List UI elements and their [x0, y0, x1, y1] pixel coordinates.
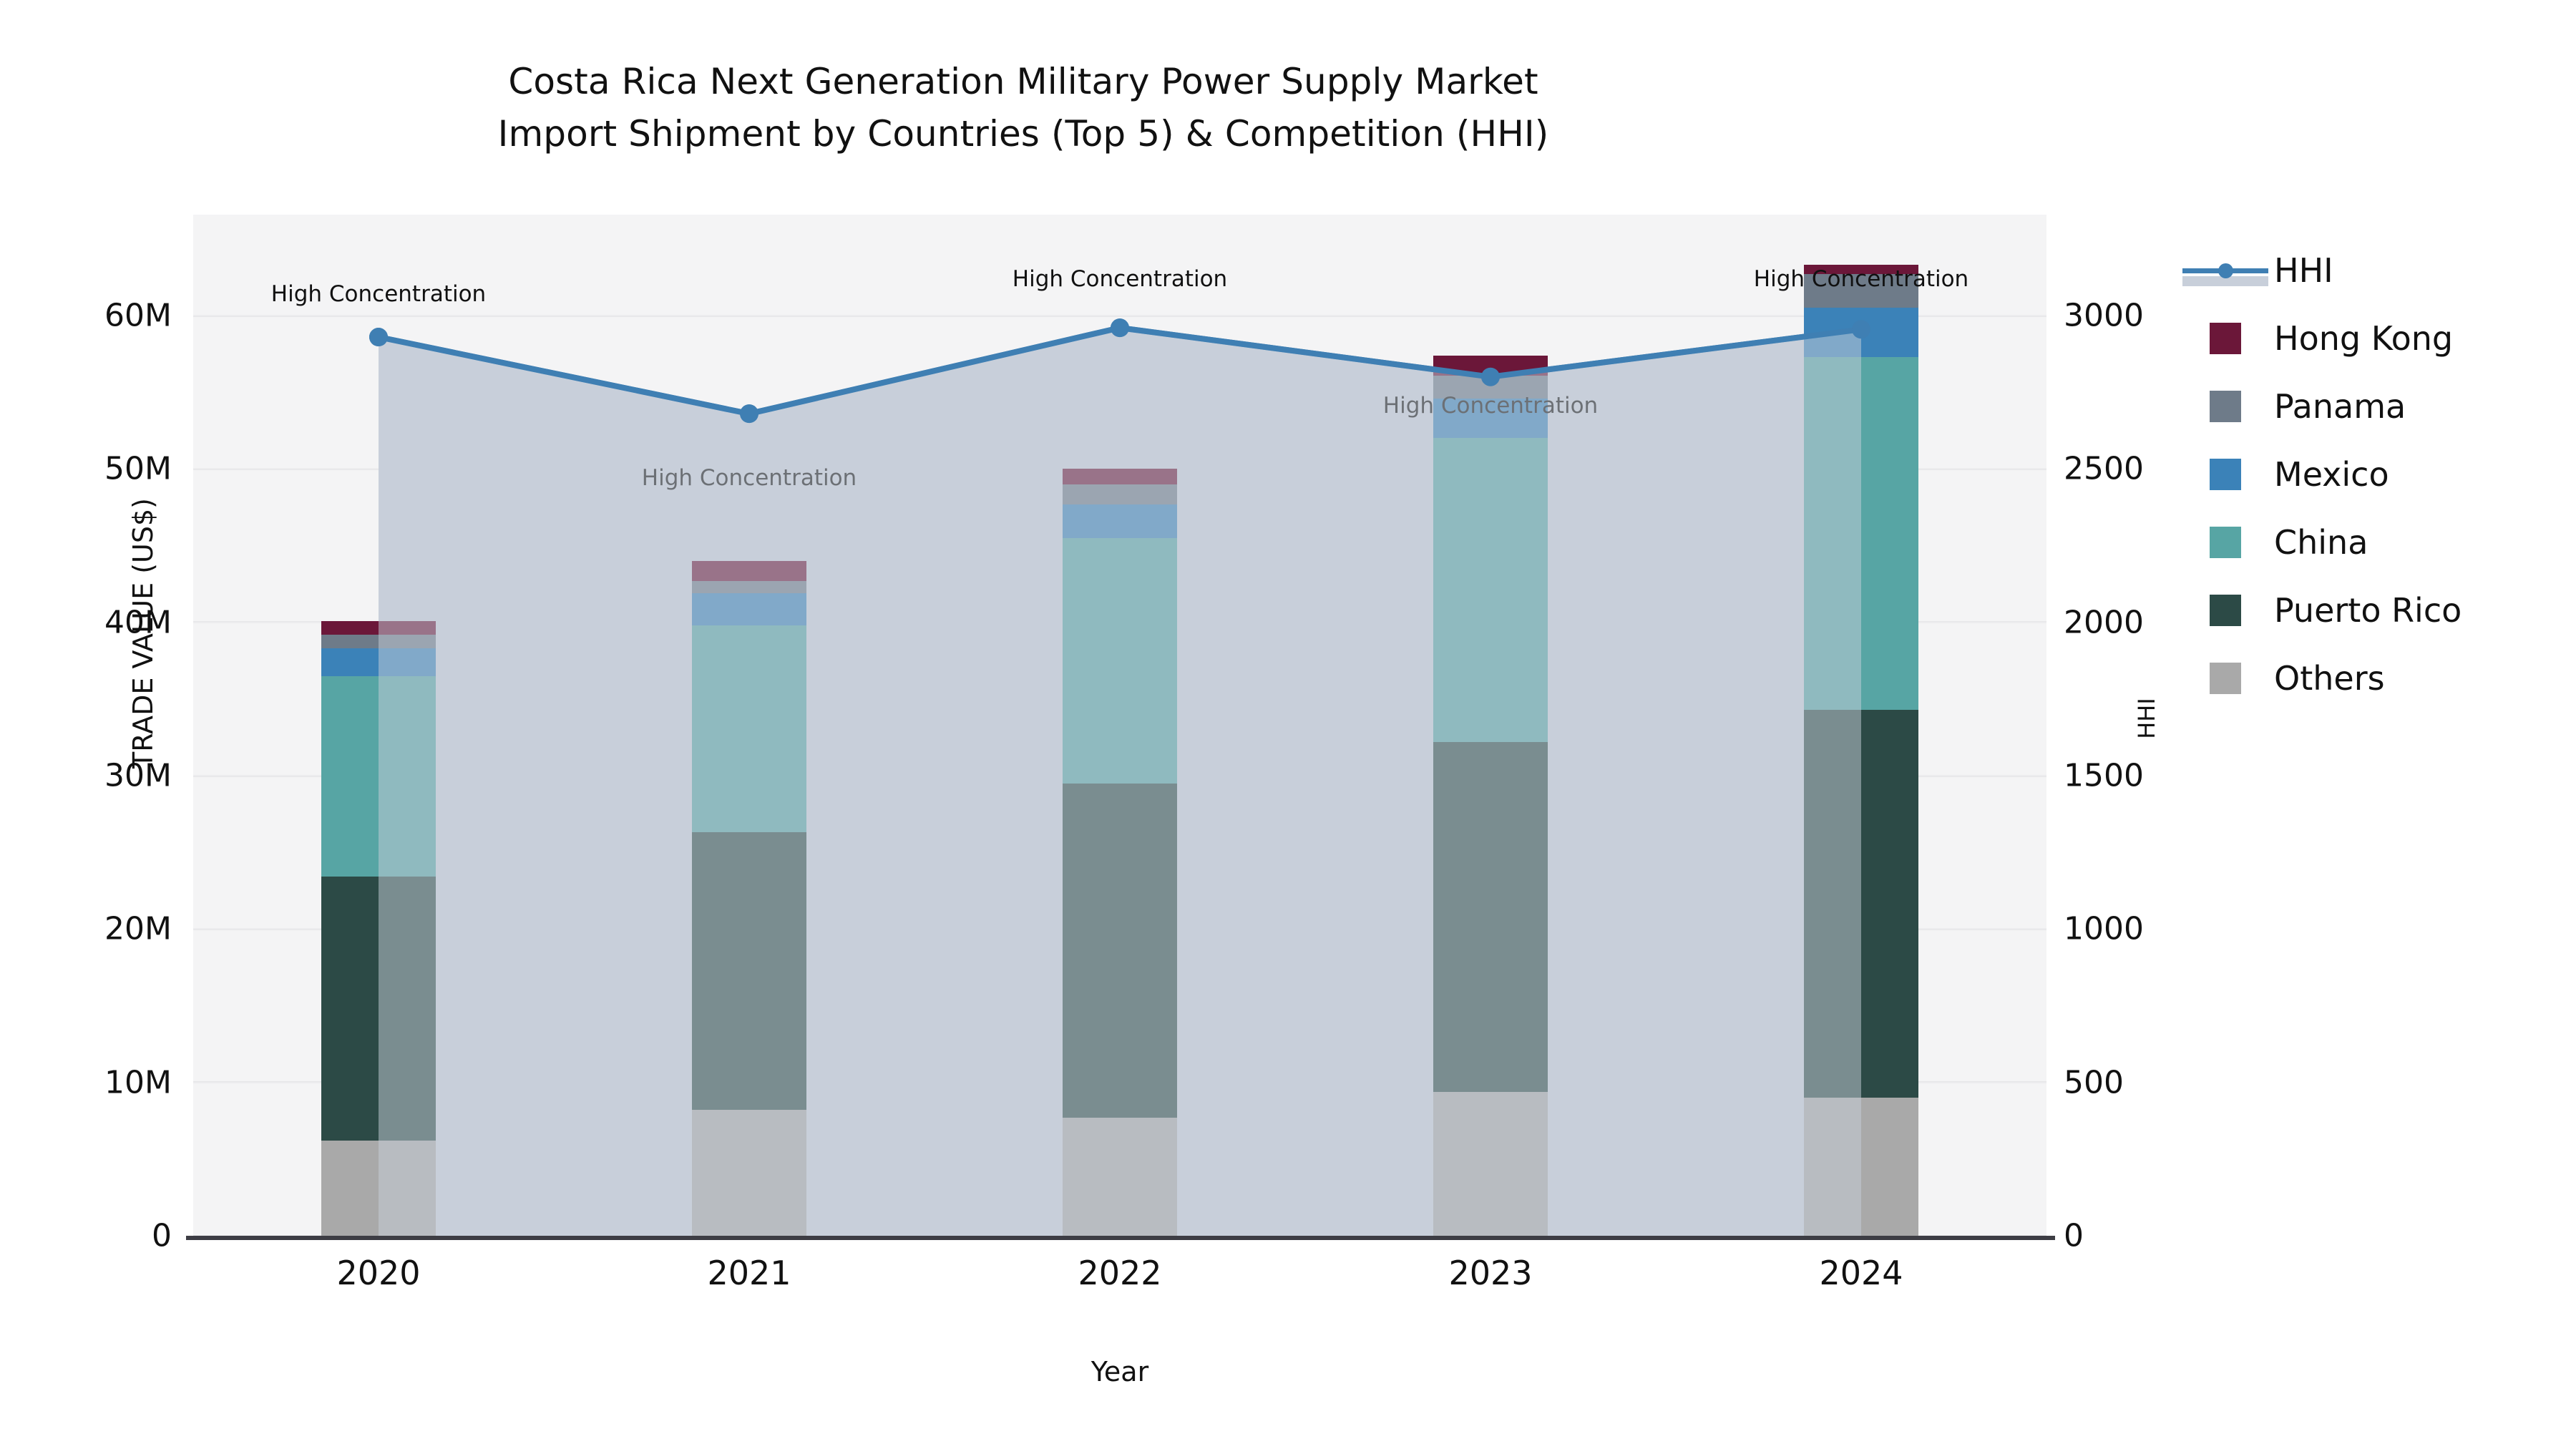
legend-swatch	[2210, 526, 2241, 558]
bar-segment[interactable]	[321, 675, 436, 877]
bar-segment[interactable]	[321, 1141, 436, 1236]
y-axis-right-label: HHI	[2133, 698, 2160, 739]
y-axis-left-tick: 40M	[104, 604, 172, 641]
y-axis-right-tick: 1000	[2064, 910, 2144, 947]
high-concentration-annotation: High Concentration	[270, 281, 487, 307]
x-axis-tick: 2022	[1078, 1254, 1162, 1292]
bar-stack[interactable]	[1433, 215, 1548, 1236]
bar-segment[interactable]	[321, 648, 436, 676]
bar-segment[interactable]	[1063, 484, 1177, 504]
legend-line-key	[2182, 255, 2268, 286]
legend-label: Puerto Rico	[2274, 590, 2462, 630]
plot-area: High Concentration High Concentration High…	[193, 215, 2046, 1237]
bar-segment[interactable]	[1804, 265, 1918, 275]
legend-swatch	[2210, 458, 2241, 490]
x-axis-line	[186, 1236, 2055, 1240]
chart-title-line-1: Costa Rica Next Generation Military Powe…	[508, 61, 1538, 102]
legend-item[interactable]: Others	[2210, 644, 2462, 712]
legend-area-band	[2182, 275, 2268, 286]
y-axis-right-tick: 0	[2064, 1217, 2084, 1254]
high-concentration-annotation: High Concentration	[1753, 266, 1969, 293]
legend-item[interactable]: Mexico	[2210, 440, 2462, 508]
x-axis-tick: 2024	[1819, 1254, 1903, 1292]
high-concentration-annotation: High Concentration	[1382, 392, 1599, 419]
bar-stacks	[193, 215, 2046, 1236]
legend-label: China	[2274, 522, 2368, 562]
y-axis-right-tick: 3000	[2064, 297, 2144, 334]
legend-swatch	[2210, 390, 2241, 422]
y-axis-right-tick: 1500	[2064, 757, 2144, 794]
legend-item[interactable]: Panama	[2210, 372, 2462, 440]
bar-segment[interactable]	[1804, 308, 1918, 357]
legend-label: Hong Kong	[2274, 318, 2454, 358]
y-axis-left-tick: 0	[152, 1217, 172, 1254]
y-axis-left-tick: 10M	[104, 1064, 172, 1101]
x-axis-tick: 2023	[1448, 1254, 1533, 1292]
bar-segment[interactable]	[1063, 537, 1177, 784]
y-axis-right-tick: 2000	[2064, 604, 2144, 641]
bar-segment[interactable]	[1063, 783, 1177, 1118]
legend-swatch	[2210, 662, 2241, 694]
x-axis-tick: 2020	[336, 1254, 421, 1292]
bar-stack[interactable]	[692, 215, 806, 1236]
legend-item[interactable]: Hong Kong	[2210, 304, 2462, 372]
y-axis-left-tick: 20M	[104, 910, 172, 947]
legend-label: Panama	[2274, 386, 2406, 426]
high-concentration-annotation: High Concentration	[1012, 266, 1228, 293]
y-axis-left-tick: 30M	[104, 757, 172, 794]
bar-segment[interactable]	[692, 1110, 806, 1236]
gridline-secondary	[193, 315, 2046, 316]
bar-segment[interactable]	[692, 560, 806, 581]
y-axis-left-tick: 50M	[104, 450, 172, 487]
legend-swatch	[2210, 594, 2241, 626]
chart-title: Costa Rica Next Generation Military Powe…	[0, 56, 2046, 160]
legend-line-marker	[2218, 263, 2233, 278]
bar-segment[interactable]	[692, 580, 806, 593]
legend-swatch	[2210, 322, 2241, 354]
bar-stack[interactable]	[321, 215, 436, 1236]
legend: HHI Hong Kong Panama Mexico China Puerto Rico…	[2182, 236, 2462, 712]
bar-segment[interactable]	[1063, 1117, 1177, 1236]
legend-label: HHI	[2274, 250, 2333, 290]
bar-segment[interactable]	[692, 832, 806, 1111]
y-axis-right-tick: 2500	[2064, 450, 2144, 487]
bar-segment[interactable]	[1804, 709, 1918, 1098]
bar-segment[interactable]	[1063, 504, 1177, 538]
y-axis-right-tick: 500	[2064, 1064, 2124, 1101]
legend-label: Mexico	[2274, 454, 2389, 494]
bar-segment[interactable]	[1433, 355, 1548, 376]
bar-segment[interactable]	[692, 625, 806, 833]
legend-item[interactable]: HHI	[2182, 236, 2462, 304]
legend-item[interactable]: Puerto Rico	[2210, 576, 2462, 644]
bar-segment[interactable]	[1433, 741, 1548, 1092]
bar-segment[interactable]	[1433, 438, 1548, 742]
bar-segment[interactable]	[1063, 469, 1177, 484]
bar-stack[interactable]	[1063, 215, 1177, 1236]
bar-segment[interactable]	[321, 634, 436, 649]
bar-segment[interactable]	[321, 877, 436, 1141]
legend-item[interactable]: China	[2210, 508, 2462, 576]
bar-segment[interactable]	[692, 592, 806, 625]
bar-stack[interactable]	[1804, 215, 1918, 1236]
high-concentration-annotation: High Concentration	[641, 465, 857, 492]
x-axis-label: Year	[1091, 1356, 1149, 1387]
legend-label: Others	[2274, 658, 2385, 698]
x-axis-tick: 2021	[707, 1254, 791, 1292]
chart-title-line-2: Import Shipment by Countries (Top 5) & C…	[497, 113, 1549, 155]
y-axis-left-label: TRADE VALUE (US$)	[127, 498, 159, 769]
bar-segment[interactable]	[1804, 1098, 1918, 1236]
bar-segment[interactable]	[321, 620, 436, 635]
bar-segment[interactable]	[1804, 274, 1918, 308]
bar-segment[interactable]	[1804, 356, 1918, 710]
bar-segment[interactable]	[1433, 1091, 1548, 1236]
y-axis-left-tick: 60M	[104, 297, 172, 334]
